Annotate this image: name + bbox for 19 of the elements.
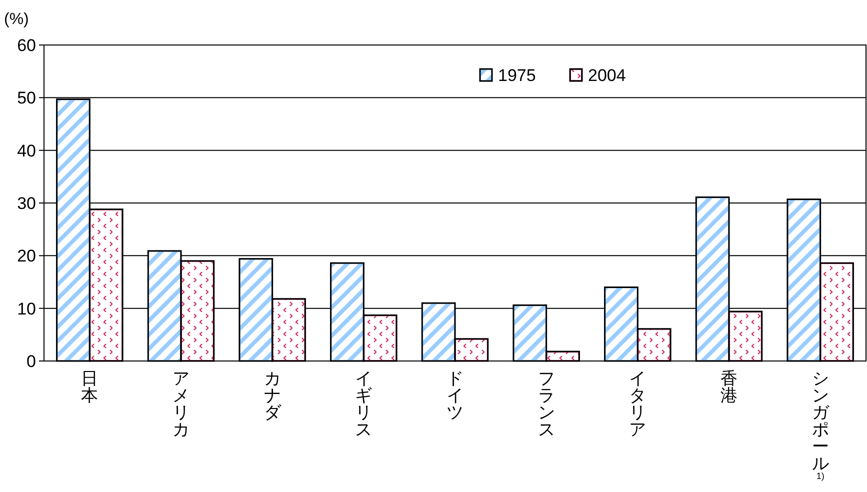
x-tick-label: イタリア <box>629 369 646 439</box>
legend-label: 2004 <box>588 66 626 85</box>
x-tick-label: 日本 <box>81 369 98 405</box>
x-tick-label: ドイツ <box>446 369 464 422</box>
y-tick-label: 0 <box>26 352 36 371</box>
x-tick-label: シンガポール1) <box>812 369 830 481</box>
y-tick-label: 10 <box>17 299 36 318</box>
y-tick-label: 30 <box>17 194 36 213</box>
y-tick-label: 20 <box>17 246 36 266</box>
x-tick-label: アメリカ <box>172 369 190 439</box>
x-tick-label: フランス <box>538 369 555 439</box>
legend-label: 1975 <box>498 66 536 85</box>
x-tick-label: 香港 <box>720 369 738 405</box>
y-axis-title: (%) <box>4 11 29 28</box>
y-tick-label: 40 <box>17 141 36 160</box>
y-tick-label: 50 <box>17 88 36 108</box>
y-tick-label: 60 <box>17 36 36 55</box>
x-tick-label: カナダ <box>264 369 282 422</box>
x-tick-label: イギリス <box>355 369 372 439</box>
